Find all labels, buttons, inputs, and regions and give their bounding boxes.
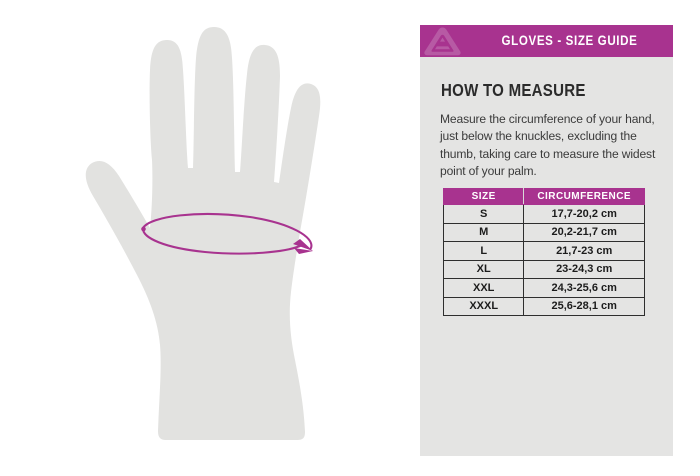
cell-size: XXL [442, 278, 525, 298]
column-header-circumference: CIRCUMFERENCE [523, 188, 645, 205]
hand-silhouette [85, 27, 321, 440]
size-table-head: SIZE CIRCUMFERENCE [442, 188, 645, 205]
size-guide-panel: GLOVES - SIZE GUIDE HOW TO MEASURE Measu… [420, 25, 673, 456]
hand-measurement-diagram [85, 27, 321, 440]
panel-header: GLOVES - SIZE GUIDE [420, 25, 673, 57]
column-header-size: SIZE [442, 188, 525, 205]
cell-circumference: 21,7-23 cm [523, 241, 645, 261]
cell-size: M [442, 222, 525, 242]
cell-size: L [442, 241, 525, 261]
how-to-measure-description: Measure the circumference of your hand, … [440, 112, 656, 179]
cell-size: S [442, 204, 525, 224]
how-to-measure-heading: HOW TO MEASURE [441, 80, 586, 100]
measurement-arrow-curve [141, 212, 313, 250]
measurement-arrowhead-icon [293, 239, 313, 251]
panel-title: GLOVES - SIZE GUIDE [501, 33, 638, 48]
cell-circumference: 25,6-28,1 cm [523, 296, 645, 316]
cell-size: XXXL [442, 296, 525, 316]
table-row: XXXL 25,6-28,1 cm [442, 296, 645, 316]
table-row: XL 23-24,3 cm [442, 259, 645, 279]
size-table-body: S 17,7-20,2 cm M 20,2-21,7 cm L 21,7-23 … [442, 204, 645, 316]
cell-circumference: 24,3-25,6 cm [523, 278, 645, 298]
size-table-header-row: SIZE CIRCUMFERENCE [442, 188, 645, 205]
table-row: XXL 24,3-25,6 cm [442, 278, 645, 298]
measurement-arrow-curve-back [141, 226, 302, 255]
measurement-arrowhead-icon-2 [294, 248, 313, 254]
cell-circumference: 17,7-20,2 cm [523, 204, 645, 224]
cell-circumference: 20,2-21,7 cm [523, 222, 645, 242]
table-row: M 20,2-21,7 cm [442, 222, 645, 242]
size-table: SIZE CIRCUMFERENCE S 17,7-20,2 cm M 20,2… [442, 188, 645, 316]
table-row: L 21,7-23 cm [442, 241, 645, 261]
measurement-start-point [141, 226, 146, 232]
cell-size: XL [442, 259, 525, 279]
brand-a-logo-icon [420, 25, 466, 57]
table-row: S 17,7-20,2 cm [442, 204, 645, 224]
cell-circumference: 23-24,3 cm [523, 259, 645, 279]
